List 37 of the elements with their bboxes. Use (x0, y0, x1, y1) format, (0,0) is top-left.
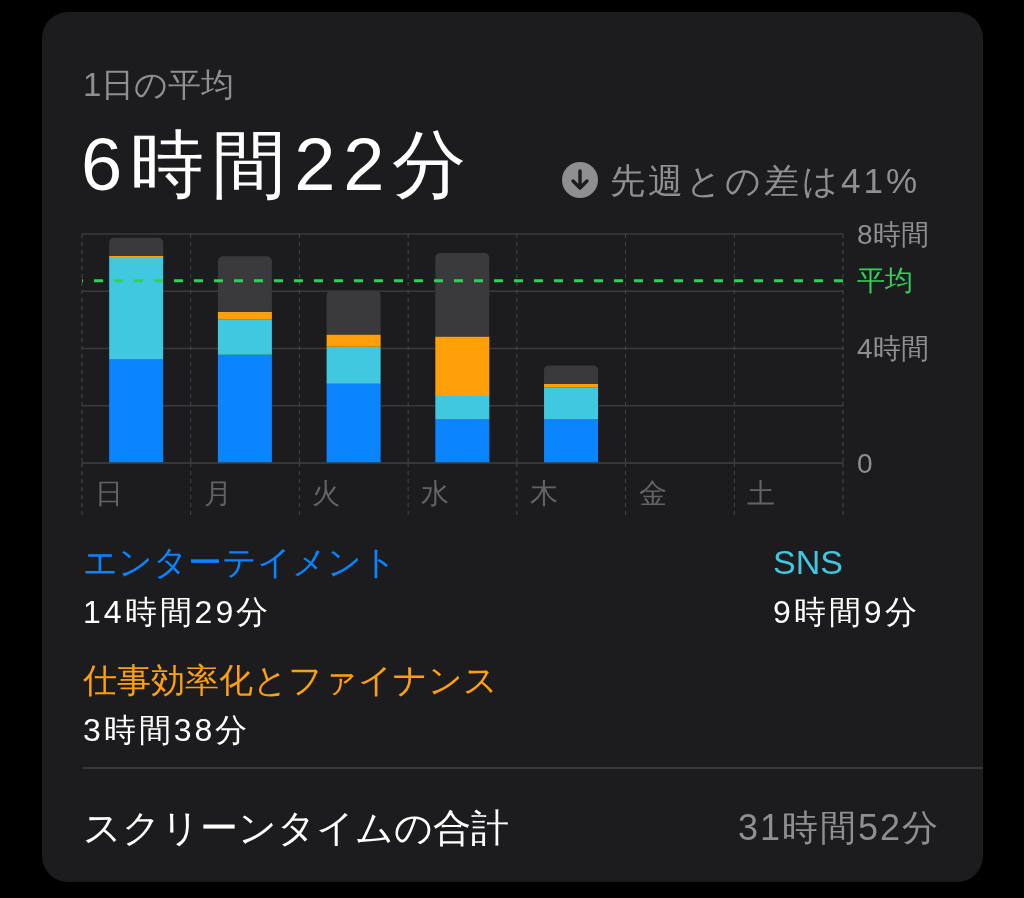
x-tick-label: 月 (203, 477, 232, 509)
bar (217, 311, 272, 320)
bar (109, 256, 164, 360)
text: エンターテイメント (83, 543, 398, 581)
chart-title: 1日の平均 (83, 66, 235, 103)
bar (109, 237, 164, 257)
ref-line-label: 平均 (857, 265, 913, 297)
x-tick-label: 日 (95, 477, 123, 509)
bar (217, 319, 272, 355)
bar (544, 387, 599, 420)
x-tick-label: 水 (421, 477, 450, 509)
bar (435, 396, 490, 420)
bar (326, 383, 381, 463)
text: 先週との差は41% (610, 161, 921, 200)
x-tick-label: 火 (312, 477, 341, 509)
y-tick-label: 4時間 (857, 333, 929, 365)
x-tick-label: 金 (638, 477, 667, 509)
chart-subtitle: 6時間22分 (81, 123, 475, 206)
bar (544, 419, 599, 463)
bar (326, 334, 381, 347)
bar (435, 419, 490, 463)
bar (326, 346, 381, 384)
bar (217, 354, 272, 463)
bar (435, 336, 490, 397)
text: SNS (773, 543, 844, 581)
bar (109, 359, 164, 463)
text: 14時間29分 (83, 594, 273, 630)
x-tick-label: 土 (747, 477, 776, 509)
x-tick-label: 木 (529, 477, 558, 509)
text: 仕事効率化とファイナンス (83, 661, 499, 699)
text: スクリーンタイムの合計 (83, 807, 509, 849)
bar (544, 365, 599, 384)
text: 9時間9分 (773, 594, 921, 630)
y-tick-label: 0 (857, 447, 873, 479)
text: 3時間38分 (83, 712, 252, 748)
text: 31時間52分 (737, 807, 940, 848)
y-tick-label: 8時間 (857, 218, 929, 250)
